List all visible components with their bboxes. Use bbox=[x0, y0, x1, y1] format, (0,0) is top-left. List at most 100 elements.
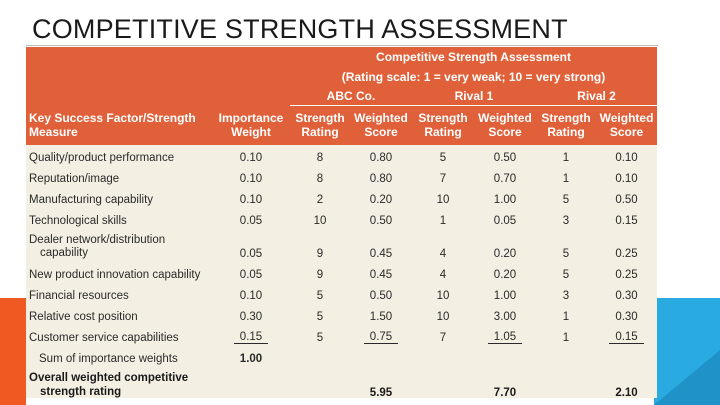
r1-score-cell: 3.00 bbox=[493, 311, 517, 323]
total-label: Overall weighted competitive strength ra… bbox=[29, 372, 189, 398]
r2-rating-cell: 3 bbox=[562, 290, 570, 302]
r2-score-cell: 0.50 bbox=[615, 194, 638, 206]
sum-row: Sum of importance weights 1.00 bbox=[26, 345, 657, 365]
column-header-r1-rating: Strength Rating bbox=[418, 111, 468, 139]
r1-score-cell: 0.05 bbox=[493, 215, 517, 227]
r2-rating-cell: 1 bbox=[562, 152, 570, 164]
r1-rating-cell: 7 bbox=[439, 332, 447, 344]
column-header-r2-rating: Strength Rating bbox=[541, 111, 591, 139]
r1-score-cell: 0.70 bbox=[493, 173, 517, 185]
abc-score-cell: 1.50 bbox=[369, 311, 393, 323]
r2-score-cell: 0.25 bbox=[615, 269, 638, 281]
r2-rating-cell: 1 bbox=[562, 173, 570, 185]
abc-score-cell: 0.50 bbox=[369, 215, 393, 227]
abc-rating-cell: 2 bbox=[316, 194, 324, 206]
table-row: Reputation/image 0.10 8 0.80 7 0.70 1 0.… bbox=[26, 165, 657, 186]
factor-cell: Relative cost position bbox=[29, 311, 138, 323]
r1-rating-cell: 1 bbox=[439, 215, 447, 227]
column-header-r2-score: Weighted Score bbox=[599, 111, 654, 139]
abc-rating-cell: 8 bbox=[316, 173, 324, 185]
abc-score-cell: 0.45 bbox=[369, 269, 393, 281]
factor-cell: Dealer network/distribution capability bbox=[29, 234, 166, 259]
r2-rating-cell: 3 bbox=[562, 215, 570, 227]
group-abc-co: ABC Co. bbox=[290, 87, 412, 106]
table-row: Customer service capabilities 0.15 5 0.7… bbox=[26, 324, 657, 345]
abc-score-cell: 0.50 bbox=[369, 290, 393, 302]
r2-score-cell: 0.15 bbox=[615, 215, 638, 227]
total-rival-2: 2.10 bbox=[615, 387, 638, 399]
abc-rating-cell: 9 bbox=[316, 248, 324, 260]
sum-value: 1.00 bbox=[239, 353, 263, 365]
r2-score-cell: 0.15 bbox=[596, 324, 657, 345]
weight-cell: 0.10 bbox=[239, 173, 263, 185]
column-header-r1-score: Weighted Score bbox=[478, 111, 532, 139]
abc-score-value: 0.75 bbox=[363, 331, 399, 344]
weight-value: 0.15 bbox=[233, 331, 269, 344]
table-heading: Competitive Strength Assessment bbox=[376, 50, 571, 64]
r1-score-cell: 1.00 bbox=[493, 290, 517, 302]
sum-label: Sum of importance weights bbox=[39, 353, 178, 365]
total-rival-1: 7.70 bbox=[493, 387, 517, 399]
title-divider bbox=[26, 45, 658, 46]
r1-rating-cell: 10 bbox=[436, 194, 450, 206]
table-row: Technological skills 0.05 10 0.50 1 0.05… bbox=[26, 207, 657, 228]
r2-score-cell: 0.30 bbox=[615, 290, 638, 302]
r1-rating-cell: 10 bbox=[436, 311, 450, 323]
abc-rating-cell: 9 bbox=[316, 269, 324, 281]
r1-score-cell: 0.20 bbox=[493, 248, 517, 260]
column-header-factor: Key Success Factor/Strength Measure bbox=[29, 110, 196, 139]
weight-cell: 0.10 bbox=[239, 290, 263, 302]
factor-cell: Financial resources bbox=[29, 290, 129, 302]
total-abc: 5.95 bbox=[369, 387, 393, 399]
r2-score-cell: 0.10 bbox=[615, 173, 638, 185]
strength-assessment-table: Competitive Strength Assessment (Rating … bbox=[26, 47, 658, 403]
group-rival-2: Rival 2 bbox=[536, 87, 658, 106]
r1-score-value: 1.05 bbox=[487, 331, 523, 344]
factor-cell: Reputation/image bbox=[29, 173, 120, 185]
factor-cell: Customer service capabilities bbox=[29, 332, 179, 344]
abc-score-cell: 0.75 bbox=[350, 324, 412, 345]
r2-score-cell: 0.25 bbox=[615, 248, 638, 260]
table-row: Dealer network/distribution capability 0… bbox=[26, 228, 657, 261]
slide-title: COMPETITIVE STRENGTH ASSESSMENT bbox=[32, 14, 568, 44]
r1-rating-cell: 10 bbox=[436, 290, 450, 302]
factor-cell: Quality/product performance bbox=[29, 152, 175, 164]
table-row: New product innovation capability 0.05 9… bbox=[26, 261, 657, 282]
weight-cell: 0.10 bbox=[239, 194, 263, 206]
abc-rating-cell: 5 bbox=[316, 290, 324, 302]
r2-score-cell: 0.30 bbox=[615, 311, 638, 323]
r1-score-cell: 1.00 bbox=[493, 194, 517, 206]
r1-score-cell: 0.20 bbox=[493, 269, 517, 281]
abc-score-cell: 0.20 bbox=[369, 194, 393, 206]
r2-rating-cell: 5 bbox=[562, 269, 570, 281]
column-header-importance: Importance Weight bbox=[218, 110, 284, 139]
weight-cell: 0.15 bbox=[212, 324, 290, 345]
weight-cell: 0.05 bbox=[239, 248, 263, 260]
r1-rating-cell: 5 bbox=[439, 152, 447, 164]
table-row: Relative cost position 0.30 5 1.50 10 3.… bbox=[26, 303, 657, 324]
r2-rating-cell: 5 bbox=[562, 248, 570, 260]
table-row: Financial resources 0.10 5 0.50 10 1.00 … bbox=[26, 282, 657, 303]
r2-score-cell: 0.10 bbox=[615, 152, 638, 164]
r1-rating-cell: 4 bbox=[439, 269, 447, 281]
table-row: Manufacturing capability 0.10 2 0.20 10 … bbox=[26, 186, 657, 207]
factor-cell: New product innovation capability bbox=[29, 269, 201, 281]
abc-score-cell: 0.80 bbox=[369, 152, 393, 164]
column-header-abc-score: Weighted Score bbox=[354, 111, 408, 139]
weight-cell: 0.10 bbox=[239, 152, 263, 164]
strength-assessment-table-panel: Competitive Strength Assessment (Rating … bbox=[26, 47, 658, 399]
abc-rating-cell: 10 bbox=[313, 215, 327, 227]
r2-rating-cell: 1 bbox=[562, 332, 570, 344]
total-row: Overall weighted competitive strength ra… bbox=[26, 365, 657, 403]
r2-score-value: 0.15 bbox=[609, 331, 644, 344]
r1-score-cell: 1.05 bbox=[474, 324, 536, 345]
r2-rating-cell: 5 bbox=[562, 194, 570, 206]
decorative-orange-shape bbox=[0, 298, 26, 405]
abc-rating-cell: 5 bbox=[316, 311, 324, 323]
weight-cell: 0.30 bbox=[239, 311, 263, 323]
abc-rating-cell: 5 bbox=[316, 332, 324, 344]
factor-cell: Technological skills bbox=[29, 215, 127, 227]
r2-rating-cell: 1 bbox=[562, 311, 570, 323]
abc-rating-cell: 8 bbox=[316, 152, 324, 164]
r1-rating-cell: 4 bbox=[439, 248, 447, 260]
